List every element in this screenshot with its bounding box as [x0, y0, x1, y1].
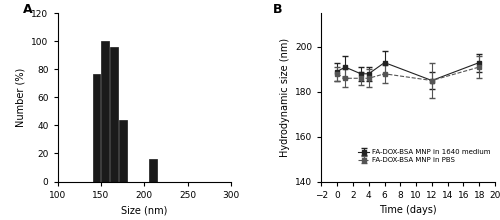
Legend: FA-DOX-BSA MNP in 1640 medium, FA-DOX-BSA MNP in PBS: FA-DOX-BSA MNP in 1640 medium, FA-DOX-BS…	[357, 148, 492, 165]
Bar	[149, 159, 157, 182]
X-axis label: Time (days): Time (days)	[380, 205, 437, 215]
Text: B: B	[273, 3, 282, 16]
Y-axis label: Number (%): Number (%)	[16, 68, 26, 127]
Bar	[102, 41, 109, 182]
Bar	[118, 120, 126, 182]
Bar	[92, 73, 100, 182]
Text: A: A	[23, 3, 32, 16]
Bar	[110, 47, 118, 182]
X-axis label: Size (nm): Size (nm)	[121, 205, 168, 215]
Y-axis label: Hydrodynamic size (nm): Hydrodynamic size (nm)	[280, 38, 289, 157]
